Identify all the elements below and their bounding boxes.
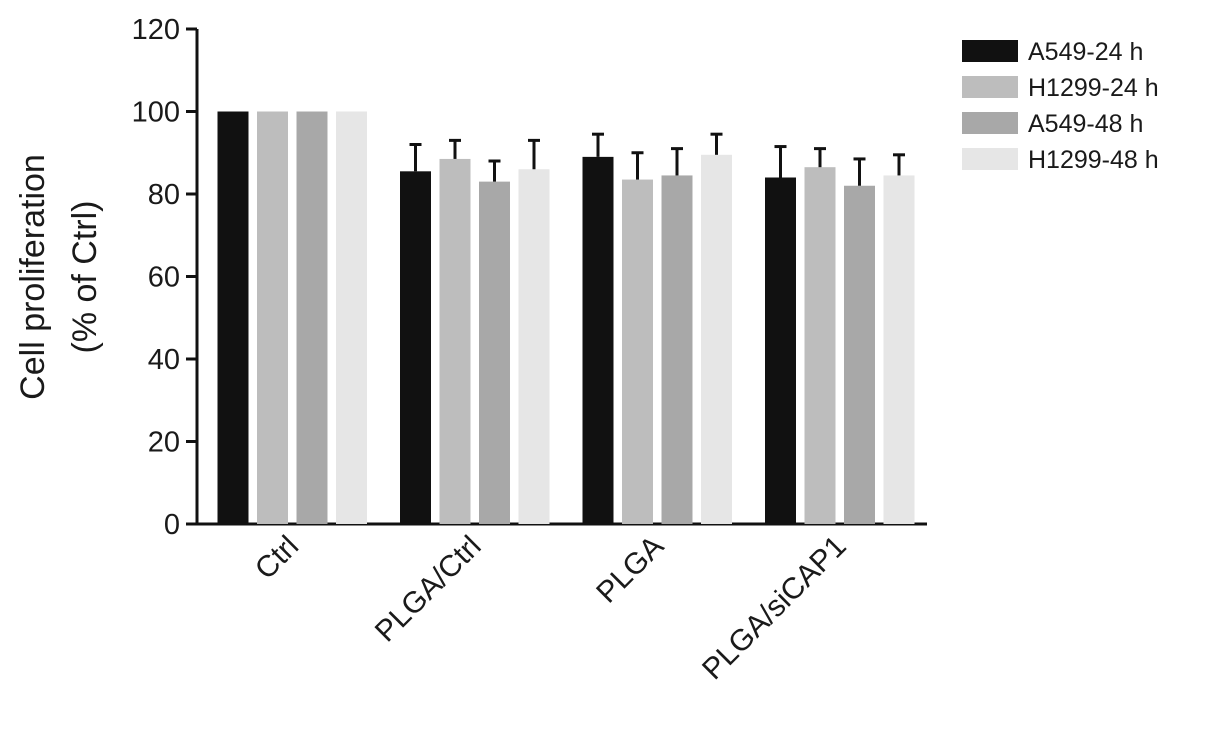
bar-a549-24h-ctrl bbox=[217, 111, 249, 524]
bar-h1299-48h-ctrl bbox=[336, 111, 367, 524]
legend-entry: A549-24 h bbox=[1028, 38, 1143, 66]
y-tick-label: 60 bbox=[148, 262, 180, 294]
y-tick-label: 100 bbox=[132, 97, 180, 129]
bar-h1299-24h-plga bbox=[622, 179, 653, 524]
y-axis-label-line: Cell proliferation bbox=[14, 154, 52, 400]
bar-a549-24h-plga-sicap1 bbox=[765, 177, 796, 524]
bar-a549-48h-plga-ctrl bbox=[479, 181, 510, 524]
bar-h1299-48h-plga bbox=[701, 154, 732, 524]
x-tick-label: PLGA bbox=[590, 530, 670, 610]
legend-entry: A549-48 h bbox=[1028, 110, 1143, 138]
bar-a549-24h-plga bbox=[582, 156, 614, 524]
x-tick-label: PLGA/Ctrl bbox=[369, 530, 488, 649]
x-axis: Ctrl PLGA/Ctrl PLGA PLGA/siCAP1 bbox=[195, 522, 927, 687]
y-tick-label: 80 bbox=[148, 179, 180, 211]
bar-h1299-24h-ctrl bbox=[257, 111, 288, 524]
bar-a549-48h-plga bbox=[661, 175, 693, 524]
bar-a549-24h-plga-ctrl bbox=[400, 171, 431, 524]
y-axis-label-line: (% of Ctrl) bbox=[66, 201, 104, 354]
bar-a549-48h-ctrl bbox=[296, 111, 328, 524]
y-axis-label: Cell proliferation (% of Ctrl) bbox=[14, 154, 104, 400]
y-tick-label: 40 bbox=[148, 344, 180, 376]
bar-h1299-24h-plga-sicap1 bbox=[804, 167, 836, 524]
bar-a549-48h-plga-sicap1 bbox=[844, 185, 875, 524]
legend-entry: H1299-48 h bbox=[1028, 146, 1159, 174]
bars bbox=[217, 111, 915, 524]
x-tick-label: PLGA/siCAP1 bbox=[696, 530, 853, 687]
y-tick-label: 20 bbox=[148, 427, 180, 459]
legend-swatch bbox=[962, 112, 1018, 134]
bar-h1299-48h-plga-ctrl bbox=[518, 169, 550, 524]
legend-swatch bbox=[962, 148, 1018, 170]
legend-swatch bbox=[962, 40, 1018, 62]
x-tick-label: Ctrl bbox=[249, 530, 305, 586]
legend: A549-24 h H1299-24 h A549-48 h H1299-48 h bbox=[962, 38, 1159, 174]
bar-h1299-48h-plga-sicap1 bbox=[883, 175, 915, 524]
y-tick-label: 120 bbox=[132, 14, 180, 46]
bar-h1299-24h-plga-ctrl bbox=[439, 158, 471, 524]
y-tick-label: 0 bbox=[164, 509, 180, 541]
legend-swatch bbox=[962, 76, 1018, 98]
legend-entry: H1299-24 h bbox=[1028, 74, 1159, 102]
y-axis: 0 20 40 60 80 100 120 bbox=[132, 14, 199, 541]
